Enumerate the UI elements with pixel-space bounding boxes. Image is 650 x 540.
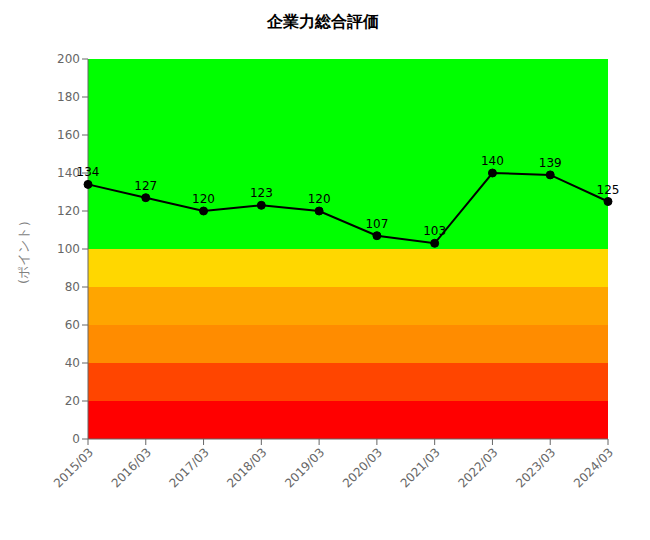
- svg-text:40: 40: [65, 356, 80, 370]
- svg-text:0: 0: [72, 432, 80, 446]
- svg-text:180: 180: [57, 90, 80, 104]
- svg-text:2020/03: 2020/03: [340, 445, 385, 490]
- svg-text:100: 100: [57, 242, 80, 256]
- svg-text:127: 127: [134, 179, 157, 193]
- svg-text:2015/03: 2015/03: [51, 445, 96, 490]
- svg-text:120: 120: [57, 204, 80, 218]
- svg-text:200: 200: [57, 52, 80, 66]
- svg-text:2017/03: 2017/03: [167, 445, 212, 490]
- svg-text:2022/03: 2022/03: [455, 445, 500, 490]
- svg-text:140: 140: [57, 166, 80, 181]
- svg-text:123: 123: [250, 186, 273, 200]
- svg-text:(ポイント）: (ポイント）: [16, 214, 31, 284]
- svg-text:160: 160: [57, 128, 80, 142]
- svg-text:125: 125: [597, 183, 620, 197]
- svg-text:139: 139: [539, 156, 562, 170]
- svg-text:2024/03: 2024/03: [571, 445, 616, 490]
- svg-text:134: 134: [77, 165, 100, 179]
- svg-text:120: 120: [192, 192, 215, 206]
- svg-text:140: 140: [481, 154, 504, 168]
- svg-text:2016/03: 2016/03: [109, 445, 154, 490]
- svg-text:120: 120: [308, 192, 331, 206]
- svg-text:103: 103: [423, 224, 446, 238]
- svg-text:80: 80: [65, 280, 80, 294]
- svg-text:2018/03: 2018/03: [224, 445, 269, 490]
- svg-text:2019/03: 2019/03: [282, 445, 327, 490]
- svg-text:2021/03: 2021/03: [398, 445, 443, 490]
- html-text:企業力総合評価: 企業力総合評価: [267, 12, 379, 31]
- svg-text:107: 107: [365, 217, 388, 231]
- svg-text:60: 60: [65, 318, 80, 332]
- svg-text:2023/03: 2023/03: [513, 445, 558, 490]
- svg-text:20: 20: [65, 394, 80, 408]
